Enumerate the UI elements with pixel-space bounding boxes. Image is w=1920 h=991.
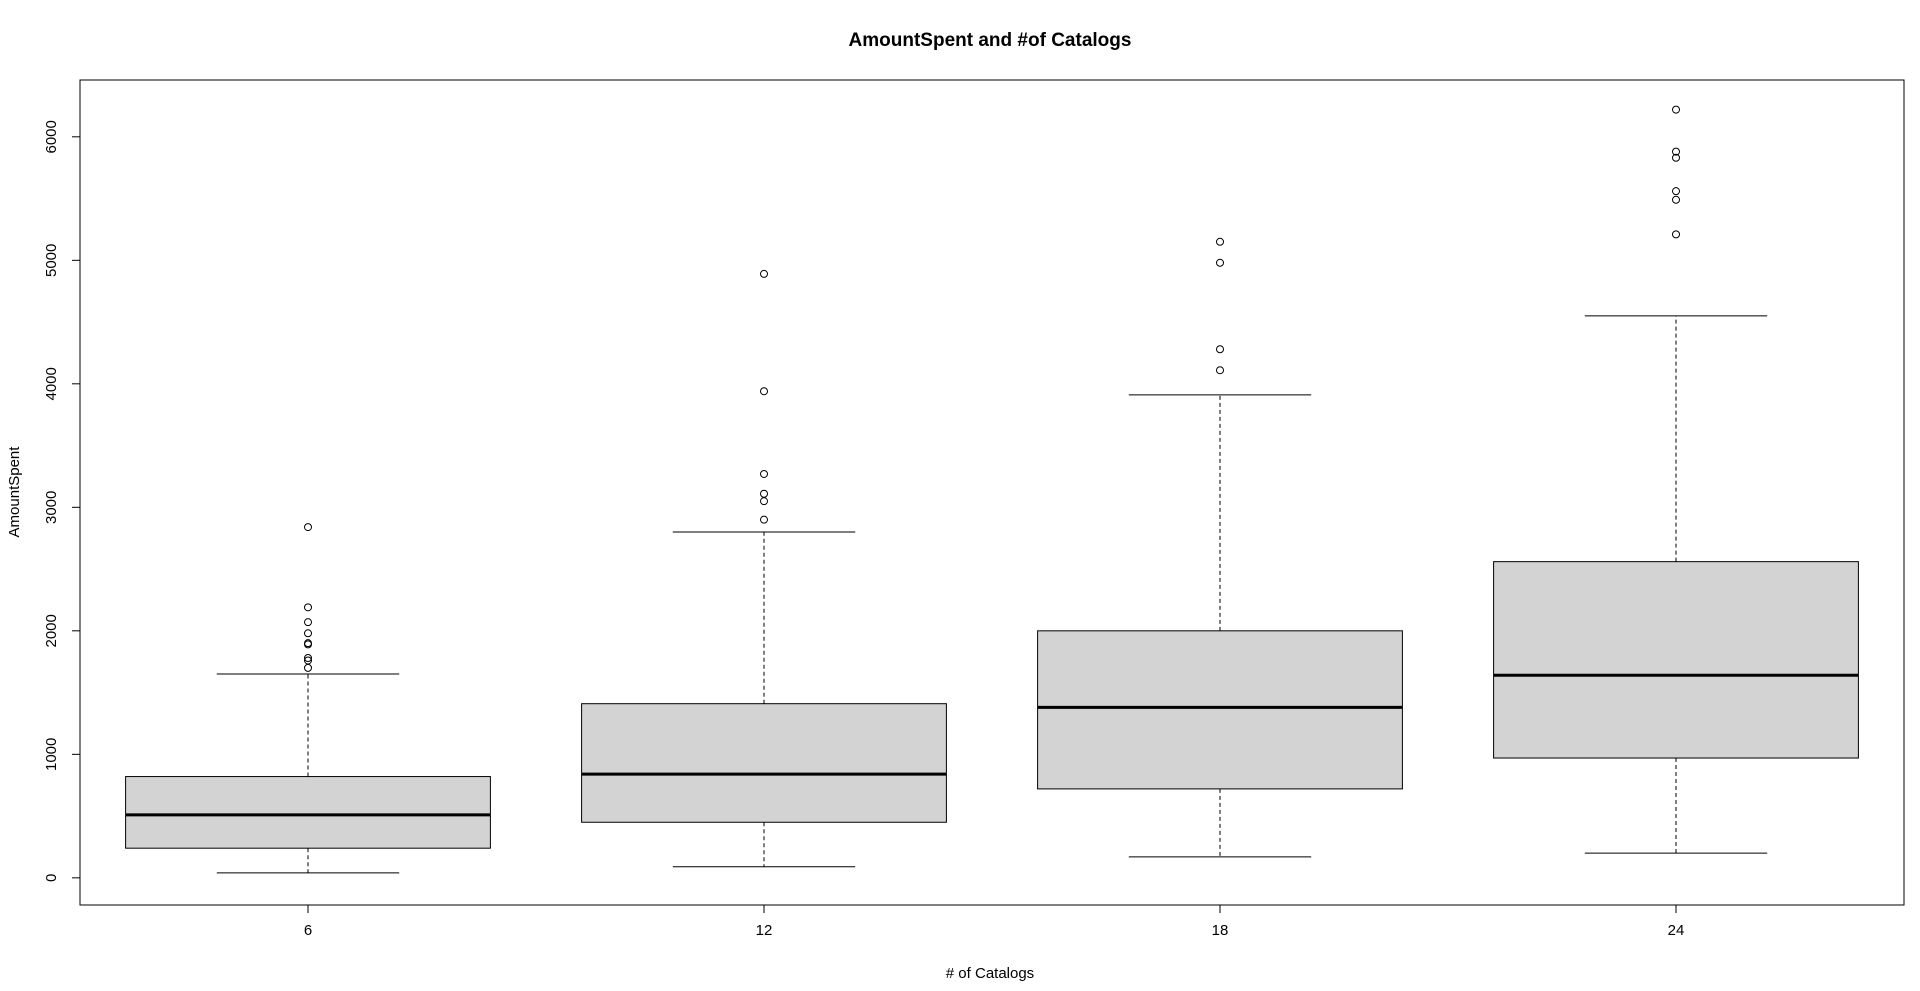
iqr-box xyxy=(1493,561,1859,759)
outlier-point xyxy=(304,653,312,662)
box-12 xyxy=(581,269,947,868)
y-tick-label: 1000 xyxy=(43,738,60,771)
chart-title: AmountSpent and #of Catalogs xyxy=(849,30,1132,51)
y-tick-label: 3000 xyxy=(43,491,60,524)
iqr-box xyxy=(1037,630,1403,790)
x-tick-label: 12 xyxy=(756,922,773,939)
x-tick-label: 24 xyxy=(1668,922,1685,939)
outlier-point xyxy=(760,497,768,506)
outlier-point xyxy=(304,629,312,638)
x-axis-label: # of Catalogs xyxy=(946,965,1034,982)
outlier-point xyxy=(1216,237,1224,246)
outlier-point xyxy=(304,618,312,627)
outlier-point xyxy=(760,469,768,478)
outlier-point xyxy=(304,640,312,649)
outlier-point xyxy=(760,489,768,498)
outlier-point xyxy=(760,269,768,278)
y-tick-label: 6000 xyxy=(43,120,60,153)
outlier-point xyxy=(1216,258,1224,267)
outlier-point xyxy=(304,523,312,532)
outlier-point xyxy=(1216,366,1224,375)
outlier-point xyxy=(1672,195,1680,204)
iqr-box xyxy=(125,776,491,849)
y-tick-label: 4000 xyxy=(43,367,60,400)
outlier-point xyxy=(760,515,768,524)
y-tick-label: 5000 xyxy=(43,244,60,277)
y-tick-label: 2000 xyxy=(43,614,60,647)
x-tick-label: 18 xyxy=(1212,922,1229,939)
y-axis: 0 1000 2000 3000 4000 5000 6000 xyxy=(43,120,81,882)
outlier-point xyxy=(1672,153,1680,162)
box-6 xyxy=(125,523,491,874)
outlier-point xyxy=(1216,345,1224,354)
box-24 xyxy=(1493,105,1859,854)
outlier-point xyxy=(1672,230,1680,239)
outlier-point xyxy=(1672,187,1680,196)
boxes-group xyxy=(125,105,1859,874)
box-18 xyxy=(1037,237,1403,858)
y-axis-label: AmountSpent xyxy=(6,446,23,538)
x-axis: 6 12 18 24 xyxy=(304,904,1685,939)
x-tick-label: 6 xyxy=(304,922,312,939)
outlier-point xyxy=(304,663,312,672)
iqr-box xyxy=(581,703,947,823)
outlier-point xyxy=(1672,147,1680,156)
y-tick-label: 0 xyxy=(43,874,60,882)
outlier-point xyxy=(1672,105,1680,114)
outlier-point xyxy=(304,603,312,612)
outlier-point xyxy=(760,387,768,396)
